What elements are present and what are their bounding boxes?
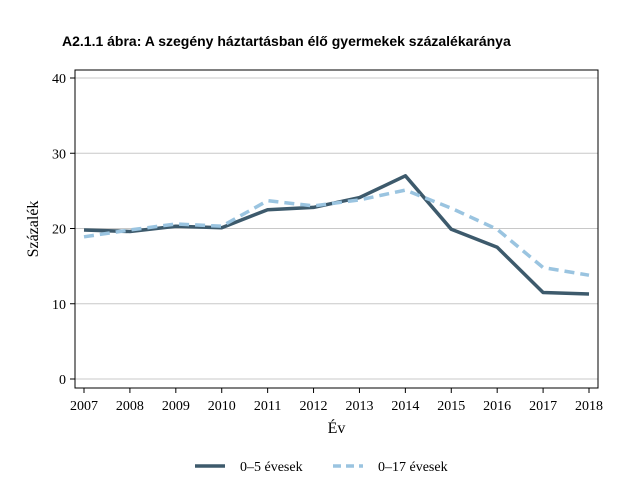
y-tick-label: 30 <box>52 147 66 162</box>
x-tick-label: 2011 <box>254 399 281 414</box>
series-lines <box>83 174 590 296</box>
x-tick-label: 2014 <box>391 399 419 414</box>
x-tick-label: 2012 <box>300 399 328 414</box>
x-axis: 2007 2008 2009 2010 2011 2012 2013 2014 2015 2016… <box>70 388 603 414</box>
x-tick-label: 2007 <box>70 399 98 414</box>
y-tick-label: 20 <box>52 223 66 238</box>
x-axis-label: Év <box>328 418 346 437</box>
x-tick-label: 2015 <box>437 399 465 414</box>
x-tick-label: 2009 <box>162 399 190 414</box>
y-tick-label: 0 <box>59 373 66 388</box>
legend-label-1: 0–5 évesek <box>240 460 303 475</box>
x-tick-label: 2008 <box>116 399 144 414</box>
legend-label-2: 0–17 évesek <box>378 460 448 475</box>
x-tick-label: 2017 <box>529 399 557 414</box>
x-tick-label: 2013 <box>345 399 373 414</box>
x-tick-label: 2016 <box>483 399 511 414</box>
series-line-2 <box>83 188 590 277</box>
grid-lines <box>75 77 598 380</box>
series-line-1 <box>83 174 590 296</box>
y-tick-label: 40 <box>52 72 66 87</box>
x-tick-label: 2010 <box>208 399 236 414</box>
y-axis-label: Százalék <box>25 201 42 258</box>
chart-title: A2.1.1 ábra: A szegény háztartásban élő … <box>62 33 511 49</box>
y-tick-label: 10 <box>52 298 66 313</box>
legend: 0–5 évesek 0–17 évesek <box>195 460 448 475</box>
y-axis: 0 10 20 30 40 <box>52 72 75 388</box>
x-tick-label: 2018 <box>575 399 603 414</box>
